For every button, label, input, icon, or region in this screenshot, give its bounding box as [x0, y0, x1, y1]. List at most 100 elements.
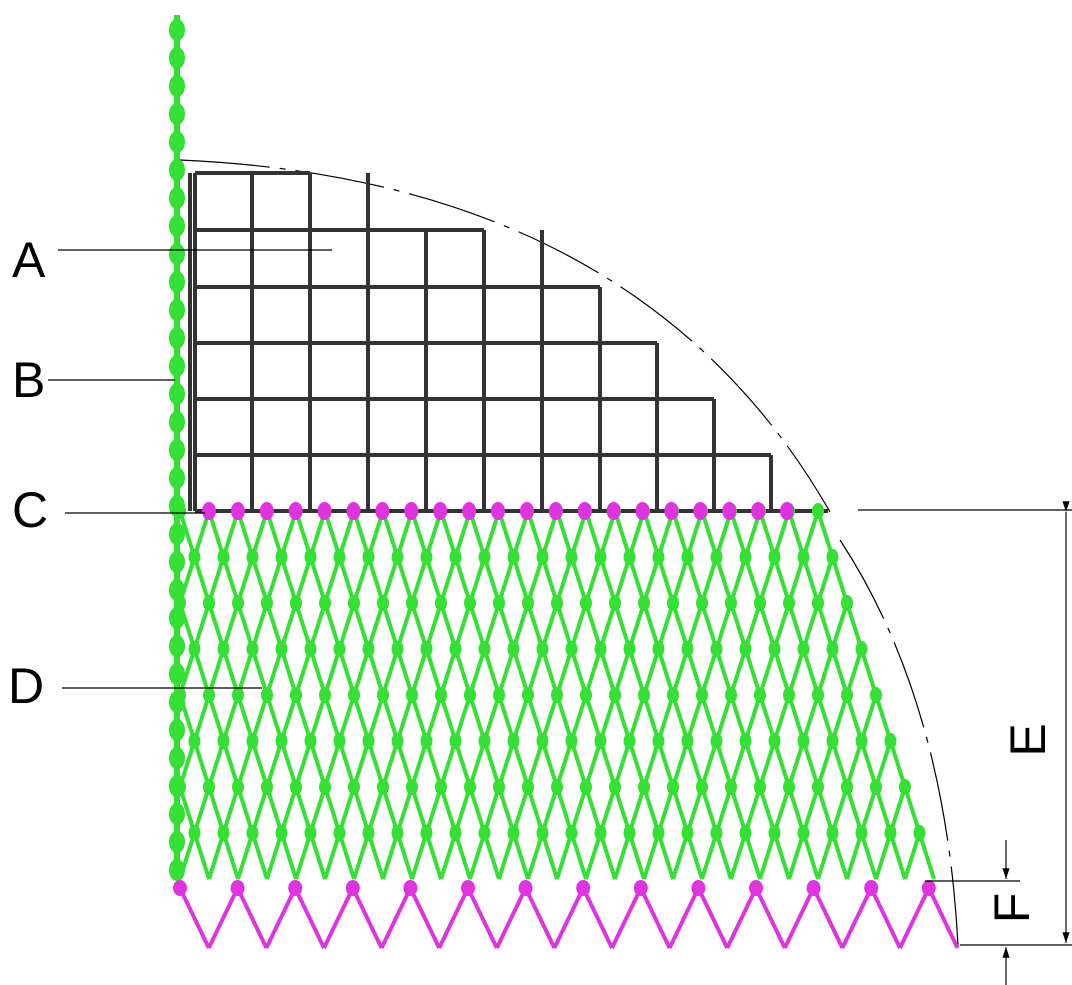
net-knot [841, 687, 853, 703]
net-twine [265, 602, 284, 650]
net-twine [482, 648, 501, 696]
net-twine [627, 694, 646, 742]
net-twine [642, 740, 661, 788]
rope-bead [169, 75, 185, 97]
net-knot [261, 779, 273, 795]
net-twine [555, 786, 574, 834]
net-knot [420, 549, 433, 565]
net-knot [565, 641, 578, 657]
net-knot [188, 733, 201, 749]
net-knot [333, 641, 346, 657]
net-knot [478, 641, 491, 657]
net-twine [772, 602, 791, 650]
net-twine [192, 648, 211, 696]
magenta-twine [696, 887, 730, 949]
net-twine [265, 832, 284, 880]
rope-bead [169, 19, 185, 41]
net-twine [439, 740, 458, 788]
net-twine [482, 602, 501, 650]
net-twine [468, 694, 487, 742]
net-twine [192, 832, 211, 880]
net-twine [816, 832, 835, 880]
net-knot [232, 687, 244, 703]
net-twine [308, 694, 327, 742]
magenta-knot [548, 502, 563, 520]
net-twine [729, 648, 748, 696]
net-twine [613, 786, 632, 834]
diamond-mesh [169, 15, 936, 881]
net-twine [671, 556, 690, 604]
net-knot [725, 779, 737, 795]
net-twine [381, 602, 400, 650]
net-knot [594, 549, 607, 565]
net-twine [845, 786, 864, 834]
net-twine [700, 510, 719, 558]
net-twine [743, 648, 762, 696]
net-twine [700, 648, 719, 696]
net-twine [497, 694, 516, 742]
net-twine [250, 740, 269, 788]
net-twine [874, 786, 893, 834]
net-knot [464, 687, 476, 703]
net-knot [768, 733, 781, 749]
net-knot [522, 595, 534, 611]
net-twine [540, 832, 559, 880]
magenta-knot [491, 502, 505, 520]
net-twine [236, 832, 255, 880]
net-twine [787, 832, 806, 880]
net-knot [203, 779, 215, 795]
magenta-knot [722, 502, 737, 520]
rope-bead [169, 803, 185, 825]
net-twine [497, 832, 516, 880]
net-knot [768, 825, 781, 841]
net-knot [710, 825, 723, 841]
magenta-twine [408, 887, 442, 949]
net-twine [323, 786, 342, 834]
net-knot [754, 595, 766, 611]
net-knot [884, 733, 897, 749]
net-twine [758, 694, 777, 742]
magenta-mesh [173, 502, 960, 949]
magenta-twine [898, 887, 931, 949]
net-twine [439, 694, 458, 742]
net-twine [294, 648, 313, 696]
magenta-twine [350, 887, 384, 949]
net-knot [377, 687, 389, 703]
net-knot [623, 549, 636, 565]
net-knot [362, 641, 375, 657]
net-knot [435, 779, 447, 795]
net-twine [729, 556, 748, 604]
net-twine [178, 510, 197, 558]
magenta-twine [581, 887, 614, 949]
net-twine [221, 740, 240, 788]
net-knot [275, 641, 288, 657]
net-twine [917, 832, 936, 880]
net-twine [787, 786, 806, 834]
net-twine [236, 648, 255, 696]
net-twine [366, 832, 385, 880]
net-twine [453, 556, 472, 604]
net-twine [395, 832, 414, 880]
net-twine [743, 786, 762, 834]
net-twine [540, 740, 559, 788]
net-twine [526, 694, 545, 742]
net-twine [671, 648, 690, 696]
net-knot [362, 733, 375, 749]
net-twine [801, 510, 820, 558]
net-knot [275, 825, 288, 841]
net-twine [192, 786, 211, 834]
net-twine [729, 740, 748, 788]
net-twine [787, 740, 806, 788]
net-twine [366, 740, 385, 788]
net-twine [352, 832, 371, 880]
net-twine [221, 648, 240, 696]
net-knot [246, 825, 259, 841]
magenta-twine [552, 887, 586, 949]
net-knot [797, 733, 810, 749]
net-twine [395, 740, 414, 788]
net-twine [221, 832, 240, 880]
net-twine [743, 602, 762, 650]
net-knot [188, 549, 201, 565]
net-twine [540, 786, 559, 834]
